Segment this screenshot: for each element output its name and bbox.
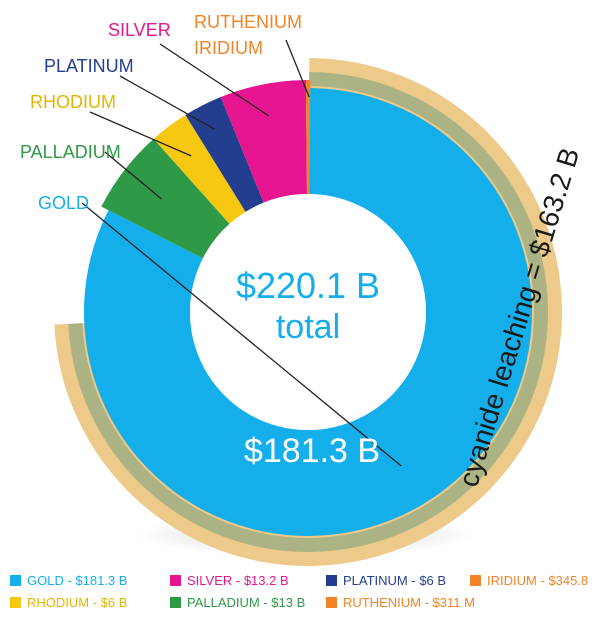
callout-label-palladium: PALLADIUM bbox=[20, 142, 121, 162]
slice-palladium bbox=[101, 138, 230, 259]
callout-label-platinum: PLATINUM bbox=[44, 56, 134, 76]
legend-swatch-gold bbox=[10, 574, 21, 586]
slice-silver bbox=[220, 80, 307, 203]
legend-label-ruthenium: RUTHENIUM - $311 M bbox=[343, 594, 475, 610]
legend-swatch-ruthenium bbox=[326, 596, 337, 608]
legend-item-iridium: IRIDIUM - $345.8 bbox=[470, 572, 588, 588]
legend-label-silver: SILVER - $13.2 B bbox=[187, 572, 289, 588]
legend-swatch-platinum bbox=[326, 574, 337, 586]
legend-label-platinum: PLATINUM - $6 B bbox=[343, 572, 447, 588]
leader-line-iridium bbox=[285, 39, 310, 98]
legend-item-silver: SILVER - $13.2 B bbox=[170, 572, 289, 588]
callout-label-ruthenium: RUTHENIUM bbox=[194, 12, 302, 32]
slice-ruthenium bbox=[305, 79, 309, 195]
leader-line-silver bbox=[159, 43, 270, 117]
leader-line-palladium bbox=[104, 151, 162, 200]
legend-swatch-silver bbox=[170, 574, 181, 586]
legend-item-platinum: PLATINUM - $6 B bbox=[326, 572, 446, 588]
leader-line-platinum bbox=[119, 75, 216, 130]
callout-label-silver: SILVER bbox=[108, 20, 171, 40]
leader-line-gold bbox=[81, 202, 402, 467]
legend: GOLD - $181.3 B SILVER - $13.2 B PLATINU… bbox=[0, 568, 600, 618]
legend-label-iridium: IRIDIUM - $345.8 bbox=[487, 572, 589, 588]
slice-platinum bbox=[185, 97, 264, 212]
total-value-label: $220.1 B bbox=[236, 265, 380, 306]
donut-chart: GOLD PALLADIUM RHODIUM PLATINUM SILVER RUTHEN… bbox=[20, 12, 585, 567]
legend-swatch-iridium bbox=[470, 574, 481, 586]
legend-item-ruthenium: RUTHENIUM - $311 M bbox=[326, 594, 475, 610]
slice-rhodium bbox=[153, 115, 246, 224]
callout-label-rhodium: RHODIUM bbox=[30, 92, 116, 112]
slice-iridium bbox=[308, 80, 311, 195]
legend-swatch-palladium bbox=[170, 596, 181, 608]
gold-value-label: $181.3 B bbox=[244, 432, 380, 470]
callout-label-gold: GOLD bbox=[38, 193, 89, 213]
legend-item-palladium: PALLADIUM - $13 B bbox=[170, 594, 305, 610]
donut-hole bbox=[190, 194, 426, 430]
legend-label-palladium: PALLADIUM - $13 B bbox=[187, 594, 306, 610]
legend-label-gold: GOLD - $181.3 B bbox=[27, 572, 128, 588]
slice-gold bbox=[84, 88, 532, 536]
legend-label-rhodium: RHODIUM - $6 B bbox=[27, 594, 128, 610]
legend-swatch-rhodium bbox=[10, 596, 21, 608]
legend-item-rhodium: RHODIUM - $6 B bbox=[10, 594, 127, 610]
callout-label-iridium: IRIDIUM bbox=[194, 38, 263, 58]
legend-item-gold: GOLD - $181.3 B bbox=[10, 572, 127, 588]
leader-line-rhodium bbox=[89, 111, 192, 157]
total-sublabel: total bbox=[276, 308, 340, 346]
